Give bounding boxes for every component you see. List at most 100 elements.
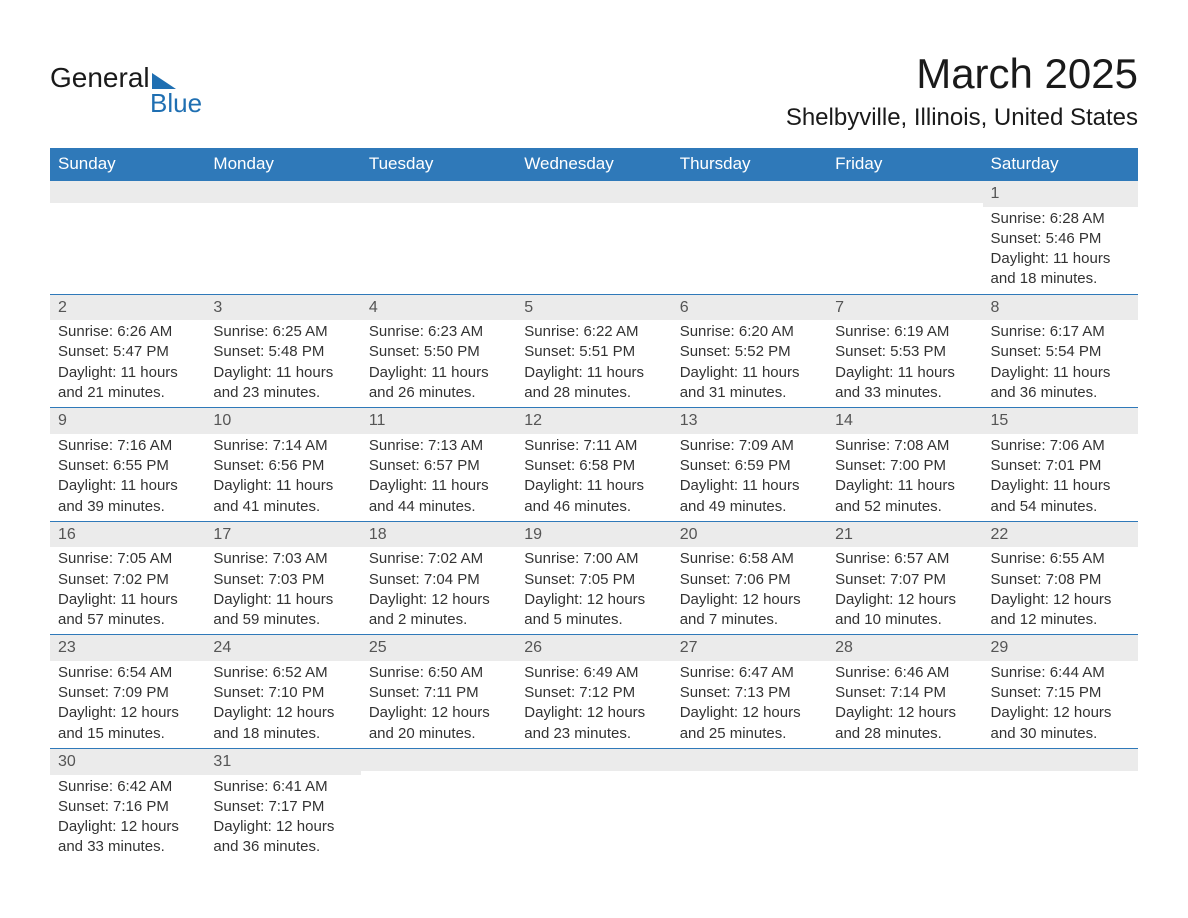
sunset-text: Sunset: 7:01 PM (991, 456, 1130, 476)
day-number: 11 (361, 408, 516, 434)
daylight-line1: Daylight: 12 hours (524, 590, 663, 610)
calendar-cell: 16Sunrise: 7:05 AMSunset: 7:02 PMDayligh… (50, 521, 205, 635)
weekday-header: Monday (205, 148, 360, 181)
sunrise-text: Sunrise: 6:25 AM (213, 322, 352, 342)
sunset-text: Sunset: 7:11 PM (369, 683, 508, 703)
page-title: March 2025 (786, 50, 1138, 98)
sunset-text: Sunset: 5:48 PM (213, 342, 352, 362)
calendar-cell: 6Sunrise: 6:20 AMSunset: 5:52 PMDaylight… (672, 294, 827, 408)
sunrise-text: Sunrise: 7:02 AM (369, 549, 508, 569)
day-body: Sunrise: 6:19 AMSunset: 5:53 PMDaylight:… (827, 320, 982, 407)
day-number: 24 (205, 635, 360, 661)
day-body: Sunrise: 7:03 AMSunset: 7:03 PMDaylight:… (205, 547, 360, 634)
day-body (672, 771, 827, 831)
day-number (361, 181, 516, 203)
calendar-week-row: 23Sunrise: 6:54 AMSunset: 7:09 PMDayligh… (50, 635, 1138, 749)
sunset-text: Sunset: 5:50 PM (369, 342, 508, 362)
day-number: 23 (50, 635, 205, 661)
daylight-line1: Daylight: 12 hours (213, 817, 352, 837)
daylight-line2: and 28 minutes. (524, 383, 663, 403)
daylight-line1: Daylight: 11 hours (835, 476, 974, 496)
calendar-cell: 24Sunrise: 6:52 AMSunset: 7:10 PMDayligh… (205, 635, 360, 749)
logo-text-general: General (50, 62, 150, 94)
sunset-text: Sunset: 7:09 PM (58, 683, 197, 703)
daylight-line1: Daylight: 12 hours (369, 703, 508, 723)
daylight-line2: and 28 minutes. (835, 724, 974, 744)
sunset-text: Sunset: 6:55 PM (58, 456, 197, 476)
day-number (827, 181, 982, 203)
calendar-cell: 18Sunrise: 7:02 AMSunset: 7:04 PMDayligh… (361, 521, 516, 635)
day-body (361, 203, 516, 263)
sunset-text: Sunset: 7:12 PM (524, 683, 663, 703)
sunrise-text: Sunrise: 7:03 AM (213, 549, 352, 569)
sunset-text: Sunset: 5:47 PM (58, 342, 197, 362)
daylight-line1: Daylight: 11 hours (58, 476, 197, 496)
calendar-cell (361, 748, 516, 861)
sunset-text: Sunset: 7:16 PM (58, 797, 197, 817)
day-number: 20 (672, 522, 827, 548)
daylight-line1: Daylight: 12 hours (835, 703, 974, 723)
sunset-text: Sunset: 7:07 PM (835, 570, 974, 590)
day-number: 2 (50, 295, 205, 321)
calendar-cell (827, 748, 982, 861)
daylight-line2: and 30 minutes. (991, 724, 1130, 744)
daylight-line2: and 44 minutes. (369, 497, 508, 517)
calendar-cell (50, 181, 205, 295)
day-body: Sunrise: 6:44 AMSunset: 7:15 PMDaylight:… (983, 661, 1138, 748)
day-number: 21 (827, 522, 982, 548)
daylight-line2: and 59 minutes. (213, 610, 352, 630)
calendar-cell: 2Sunrise: 6:26 AMSunset: 5:47 PMDaylight… (50, 294, 205, 408)
day-body: Sunrise: 6:57 AMSunset: 7:07 PMDaylight:… (827, 547, 982, 634)
daylight-line2: and 57 minutes. (58, 610, 197, 630)
header: General Blue March 2025 Shelbyville, Ill… (50, 50, 1138, 140)
day-number: 25 (361, 635, 516, 661)
day-number: 26 (516, 635, 671, 661)
calendar-cell: 30Sunrise: 6:42 AMSunset: 7:16 PMDayligh… (50, 748, 205, 861)
sunset-text: Sunset: 7:10 PM (213, 683, 352, 703)
sunset-text: Sunset: 6:56 PM (213, 456, 352, 476)
daylight-line1: Daylight: 11 hours (991, 249, 1130, 269)
weekday-header: Sunday (50, 148, 205, 181)
day-body: Sunrise: 6:25 AMSunset: 5:48 PMDaylight:… (205, 320, 360, 407)
weekday-header: Thursday (672, 148, 827, 181)
day-body: Sunrise: 6:23 AMSunset: 5:50 PMDaylight:… (361, 320, 516, 407)
sunrise-text: Sunrise: 7:14 AM (213, 436, 352, 456)
sunset-text: Sunset: 5:46 PM (991, 229, 1130, 249)
calendar-cell: 14Sunrise: 7:08 AMSunset: 7:00 PMDayligh… (827, 408, 982, 522)
calendar-week-row: 30Sunrise: 6:42 AMSunset: 7:16 PMDayligh… (50, 748, 1138, 861)
calendar-cell: 15Sunrise: 7:06 AMSunset: 7:01 PMDayligh… (983, 408, 1138, 522)
day-body: Sunrise: 7:11 AMSunset: 6:58 PMDaylight:… (516, 434, 671, 521)
weekday-header: Tuesday (361, 148, 516, 181)
calendar-cell (983, 748, 1138, 861)
calendar-cell: 19Sunrise: 7:00 AMSunset: 7:05 PMDayligh… (516, 521, 671, 635)
calendar-body: 1Sunrise: 6:28 AMSunset: 5:46 PMDaylight… (50, 181, 1138, 862)
day-body: Sunrise: 6:54 AMSunset: 7:09 PMDaylight:… (50, 661, 205, 748)
day-number (827, 749, 982, 771)
day-body: Sunrise: 6:26 AMSunset: 5:47 PMDaylight:… (50, 320, 205, 407)
calendar-cell: 11Sunrise: 7:13 AMSunset: 6:57 PMDayligh… (361, 408, 516, 522)
day-body: Sunrise: 7:16 AMSunset: 6:55 PMDaylight:… (50, 434, 205, 521)
day-number (516, 749, 671, 771)
day-number: 28 (827, 635, 982, 661)
day-number: 7 (827, 295, 982, 321)
daylight-line2: and 23 minutes. (213, 383, 352, 403)
logo-text-blue: Blue (150, 88, 202, 119)
day-number (672, 749, 827, 771)
daylight-line2: and 26 minutes. (369, 383, 508, 403)
daylight-line1: Daylight: 12 hours (524, 703, 663, 723)
daylight-line1: Daylight: 12 hours (680, 703, 819, 723)
daylight-line1: Daylight: 12 hours (213, 703, 352, 723)
daylight-line2: and 36 minutes. (991, 383, 1130, 403)
day-number: 29 (983, 635, 1138, 661)
day-number: 10 (205, 408, 360, 434)
sunrise-text: Sunrise: 6:19 AM (835, 322, 974, 342)
weekday-header: Saturday (983, 148, 1138, 181)
daylight-line2: and 33 minutes. (835, 383, 974, 403)
day-number: 3 (205, 295, 360, 321)
daylight-line2: and 46 minutes. (524, 497, 663, 517)
weekday-header: Friday (827, 148, 982, 181)
sunrise-text: Sunrise: 6:20 AM (680, 322, 819, 342)
day-body: Sunrise: 6:46 AMSunset: 7:14 PMDaylight:… (827, 661, 982, 748)
sunset-text: Sunset: 7:08 PM (991, 570, 1130, 590)
day-body (672, 203, 827, 263)
